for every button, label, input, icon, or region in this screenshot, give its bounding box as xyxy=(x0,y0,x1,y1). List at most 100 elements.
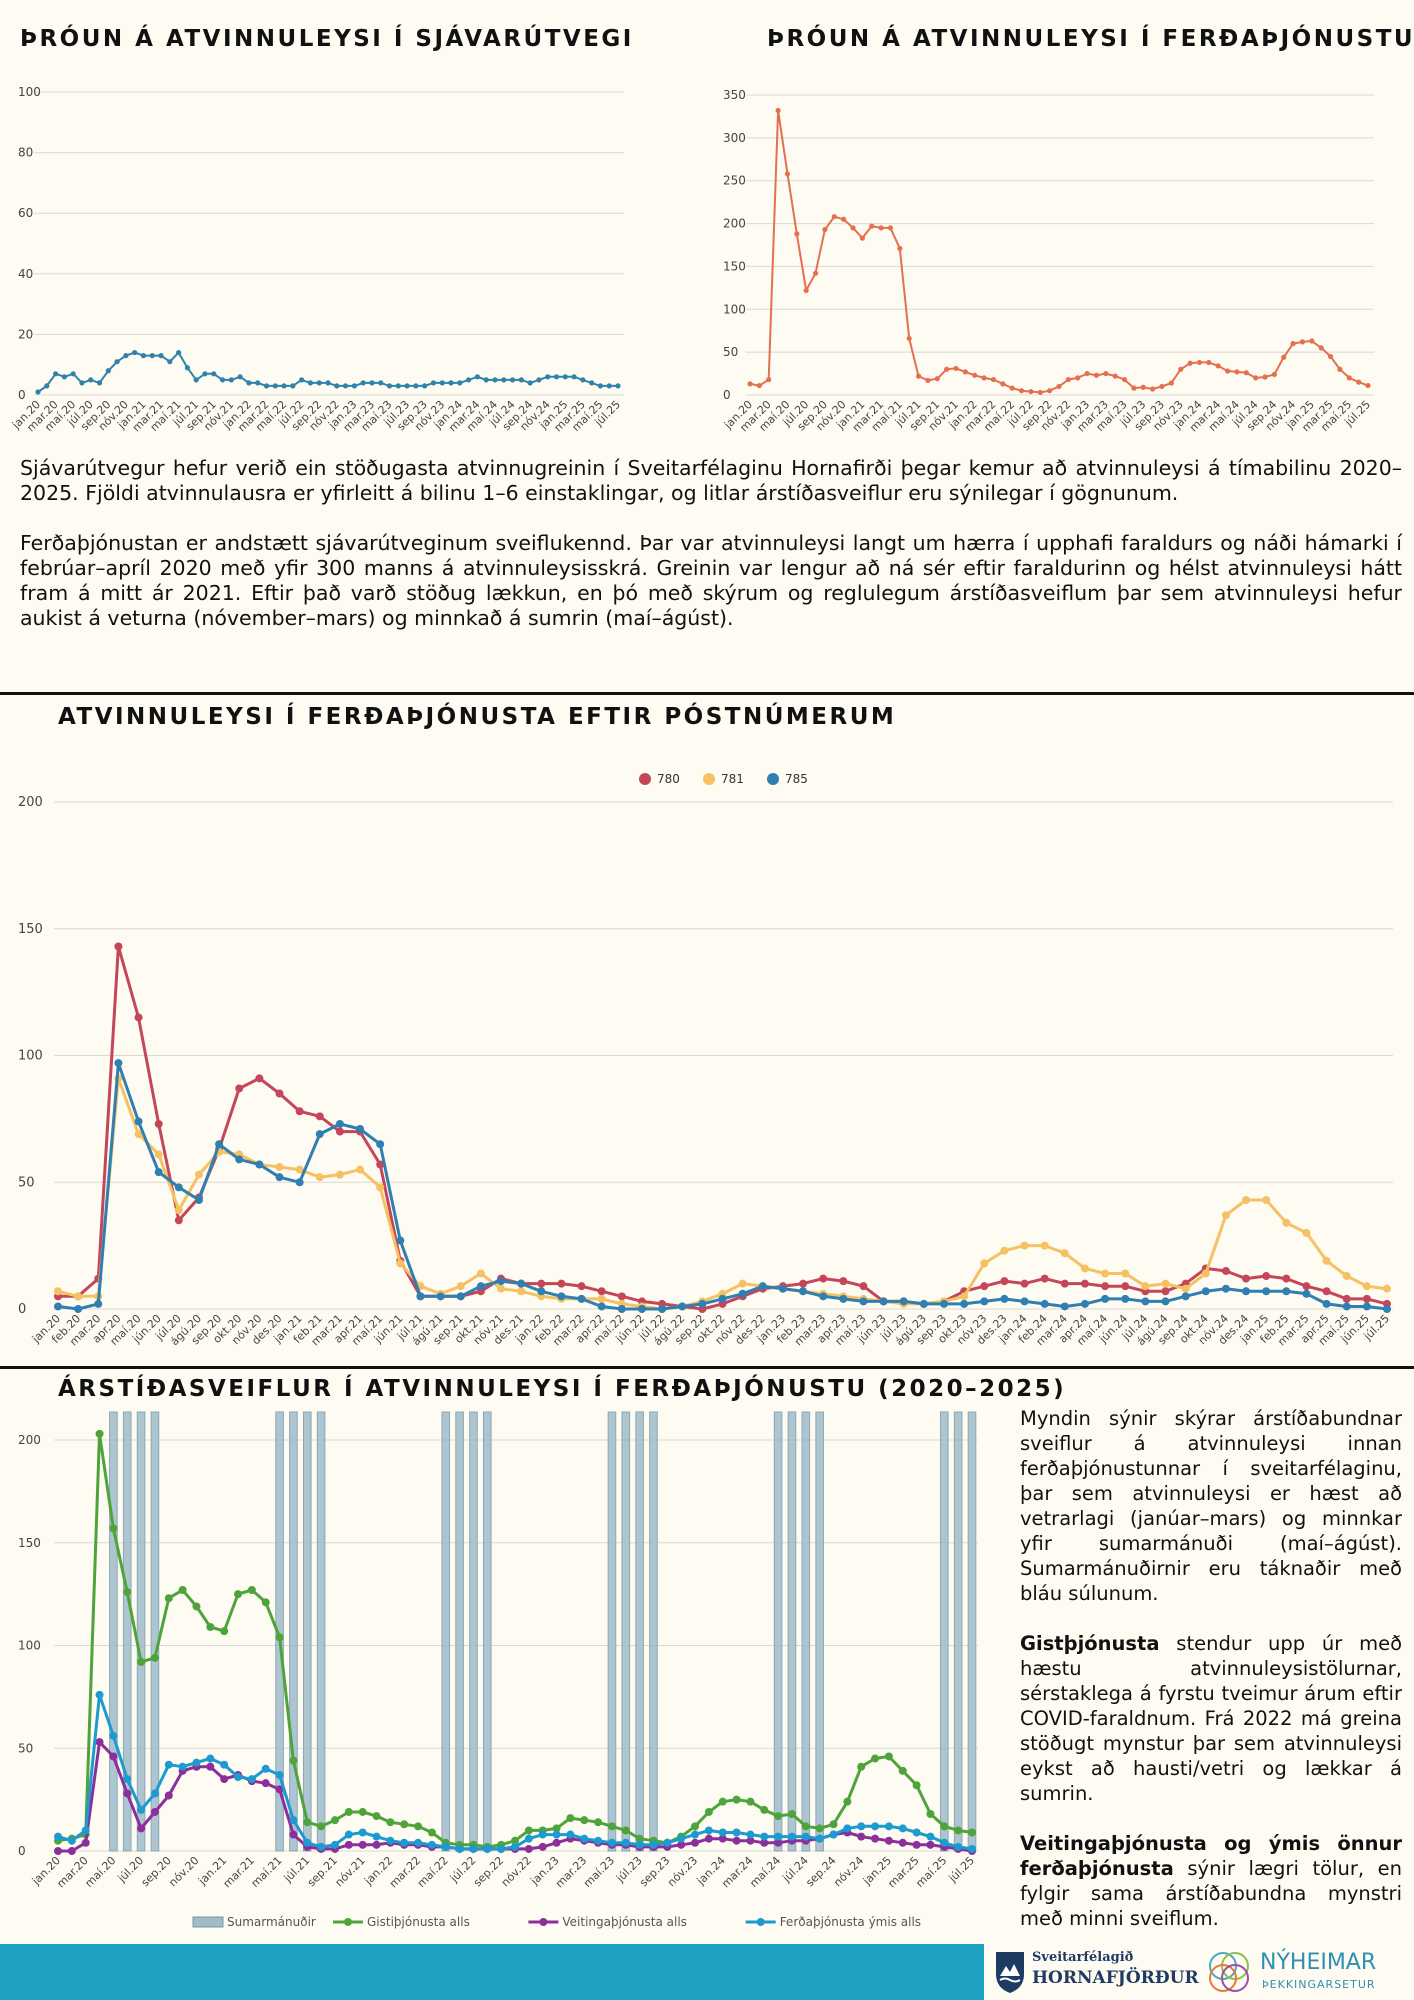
data-point xyxy=(617,1292,626,1301)
data-point xyxy=(427,1840,436,1849)
data-point xyxy=(1121,376,1128,383)
data-point xyxy=(691,1838,700,1847)
data-point xyxy=(95,1429,104,1438)
x-tick-label: nóv.21 xyxy=(333,1854,368,1889)
data-point xyxy=(1322,1299,1331,1308)
data-point xyxy=(1322,1287,1331,1296)
data-point xyxy=(1065,376,1071,383)
data-point xyxy=(1080,1299,1089,1308)
data-point xyxy=(395,383,401,389)
chart2-title: ÞRÓUN Á ATVINNULEYSI Í FERÐAÞJÓNUSTU xyxy=(767,26,1414,52)
data-point xyxy=(54,1832,62,1841)
data-point xyxy=(137,1805,146,1814)
data-point xyxy=(386,383,393,389)
data-point xyxy=(822,226,828,233)
data-point xyxy=(1221,1266,1230,1275)
data-point xyxy=(663,1838,672,1847)
data-point xyxy=(580,377,586,383)
data-point xyxy=(174,1206,183,1215)
data-point xyxy=(1150,386,1156,392)
data-point xyxy=(154,1119,163,1128)
data-point xyxy=(843,1824,852,1833)
data-point xyxy=(174,1183,183,1192)
data-point xyxy=(878,225,884,231)
data-point xyxy=(980,1282,989,1291)
data-point xyxy=(79,380,85,386)
summer-bar xyxy=(441,1411,451,1852)
data-point xyxy=(787,1810,796,1819)
summer-bar xyxy=(455,1411,464,1852)
data-point xyxy=(194,1195,203,1204)
data-point xyxy=(132,349,138,356)
data-point xyxy=(70,371,76,377)
side-paragraph-2: Gistþjónusta stendur upp úr með hæstu at… xyxy=(1020,1631,1402,1806)
data-point xyxy=(819,1274,828,1283)
data-point xyxy=(912,1840,921,1849)
x-tick-label: sep.23 xyxy=(637,1854,672,1889)
data-point xyxy=(192,1758,201,1767)
data-point xyxy=(1290,340,1296,347)
data-point xyxy=(1242,1195,1251,1204)
data-point xyxy=(594,1818,603,1827)
data-point xyxy=(1028,388,1034,395)
data-point xyxy=(635,1840,644,1849)
data-point xyxy=(335,1170,344,1179)
data-point xyxy=(356,1125,365,1134)
summer-bar xyxy=(635,1411,644,1852)
y-tick-label: 20 xyxy=(18,327,33,341)
data-point xyxy=(912,1828,921,1837)
data-point xyxy=(831,214,837,220)
data-point xyxy=(859,1282,868,1291)
data-point xyxy=(237,374,243,380)
data-point xyxy=(255,1160,264,1169)
data-point xyxy=(972,372,978,378)
data-point xyxy=(1215,363,1221,369)
data-point xyxy=(597,1287,606,1296)
data-point xyxy=(215,1140,224,1149)
data-point xyxy=(1121,1269,1130,1278)
x-tick-label: maí.21 xyxy=(249,1854,285,1890)
data-point xyxy=(553,374,560,380)
summer-bar xyxy=(649,1411,658,1852)
data-point xyxy=(1000,1246,1009,1255)
nyheimar-small-text: ÞEKKINGARSETUR xyxy=(1262,1978,1376,1991)
data-point xyxy=(436,1292,445,1301)
data-point xyxy=(1121,1282,1130,1291)
data-point xyxy=(1282,1287,1291,1296)
data-point xyxy=(1060,1279,1069,1288)
legend-label: Ferðaþjónusta ýmis alls xyxy=(780,1915,921,1929)
data-point xyxy=(1302,1228,1311,1237)
data-point xyxy=(400,1838,409,1847)
data-point xyxy=(275,1633,284,1642)
data-point xyxy=(1018,388,1025,394)
data-point xyxy=(178,1762,187,1771)
data-point xyxy=(760,1838,769,1847)
data-point xyxy=(589,380,595,386)
data-point xyxy=(944,366,950,372)
data-point xyxy=(718,1834,727,1843)
data-point xyxy=(884,1752,893,1761)
data-point xyxy=(1224,368,1231,374)
data-point xyxy=(192,1602,201,1611)
data-point xyxy=(1322,1256,1331,1265)
data-point xyxy=(1140,384,1146,390)
data-point xyxy=(275,1163,284,1172)
data-point xyxy=(606,383,612,389)
data-point xyxy=(898,1838,907,1847)
data-point xyxy=(1000,1277,1009,1286)
data-point xyxy=(857,1832,866,1841)
data-point xyxy=(1383,1284,1391,1293)
data-point xyxy=(537,1279,546,1288)
data-point xyxy=(812,270,819,276)
chart-seafood-unemployment: 020406080100jan.20mar.20maí.20júl.20sep.… xyxy=(9,85,624,434)
data-point xyxy=(850,225,856,231)
data-point xyxy=(194,1170,203,1179)
data-point xyxy=(275,1770,284,1779)
data-point xyxy=(1047,388,1053,394)
y-tick-label: 0 xyxy=(18,1844,26,1858)
data-point xyxy=(206,1762,215,1771)
data-point xyxy=(299,377,305,383)
data-point xyxy=(1000,1294,1009,1303)
data-point xyxy=(134,1013,143,1022)
divider-top xyxy=(0,692,1414,695)
